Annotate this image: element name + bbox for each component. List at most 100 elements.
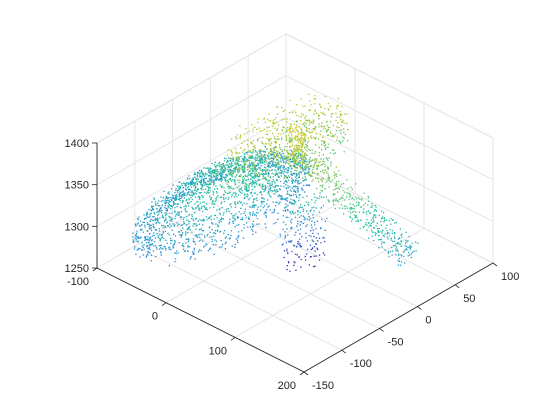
data-point bbox=[365, 211, 367, 213]
data-point bbox=[256, 175, 258, 177]
data-point bbox=[247, 169, 249, 171]
data-point bbox=[213, 169, 215, 171]
data-point bbox=[157, 202, 159, 204]
data-point bbox=[193, 247, 195, 249]
data-point bbox=[153, 232, 155, 234]
data-point bbox=[254, 171, 256, 173]
data-point bbox=[287, 159, 289, 161]
data-point bbox=[292, 185, 295, 188]
data-point bbox=[201, 233, 203, 235]
data-point bbox=[293, 154, 296, 156]
data-point bbox=[183, 250, 186, 252]
data-point bbox=[252, 206, 254, 208]
data-point bbox=[243, 165, 245, 167]
data-point bbox=[198, 208, 200, 210]
data-point bbox=[320, 111, 322, 114]
data-point bbox=[155, 255, 157, 258]
data-point bbox=[205, 177, 207, 179]
data-point bbox=[238, 189, 240, 191]
data-point bbox=[312, 171, 314, 173]
data-point bbox=[313, 255, 315, 257]
data-point bbox=[144, 239, 146, 241]
data-point bbox=[319, 184, 321, 187]
data-point bbox=[252, 170, 254, 172]
data-point bbox=[289, 152, 291, 155]
data-point bbox=[294, 262, 296, 264]
data-point bbox=[260, 205, 262, 207]
data-point bbox=[192, 240, 194, 242]
data-point bbox=[263, 153, 265, 156]
data-point bbox=[258, 184, 260, 186]
data-point bbox=[290, 171, 292, 173]
data-point bbox=[246, 158, 248, 161]
data-point bbox=[244, 214, 247, 217]
data-point bbox=[384, 233, 386, 235]
data-point bbox=[228, 185, 230, 187]
data-point bbox=[234, 180, 236, 182]
data-point bbox=[297, 164, 299, 166]
data-point bbox=[242, 176, 244, 178]
data-point bbox=[204, 181, 206, 183]
data-point bbox=[195, 228, 197, 230]
data-point bbox=[274, 152, 276, 154]
data-point bbox=[338, 188, 341, 190]
data-point bbox=[316, 160, 318, 162]
data-point bbox=[290, 220, 292, 222]
data-point bbox=[250, 193, 252, 195]
data-point bbox=[296, 128, 298, 131]
data-point bbox=[275, 146, 278, 149]
data-point bbox=[159, 208, 161, 210]
data-point bbox=[305, 210, 308, 212]
data-point bbox=[342, 140, 344, 142]
data-point bbox=[269, 195, 271, 197]
data-point bbox=[309, 160, 311, 162]
data-point bbox=[190, 256, 192, 258]
data-point bbox=[377, 231, 379, 234]
data-point bbox=[291, 180, 293, 182]
data-point bbox=[243, 170, 245, 172]
data-point bbox=[254, 167, 256, 169]
data-point bbox=[297, 209, 299, 212]
data-point bbox=[265, 215, 267, 217]
data-point bbox=[293, 152, 295, 154]
data-point bbox=[164, 225, 166, 228]
data-point bbox=[238, 181, 240, 184]
data-point bbox=[255, 173, 257, 175]
data-point bbox=[270, 142, 273, 144]
data-point bbox=[352, 207, 354, 209]
data-point bbox=[227, 208, 229, 210]
data-point bbox=[324, 114, 326, 116]
data-point bbox=[241, 181, 244, 183]
data-point bbox=[254, 156, 257, 158]
data-point bbox=[228, 170, 230, 172]
data-point bbox=[203, 219, 205, 221]
data-point bbox=[286, 228, 288, 230]
data-point bbox=[173, 225, 175, 227]
data-point bbox=[335, 188, 337, 190]
data-point bbox=[389, 228, 391, 231]
data-point bbox=[246, 151, 248, 154]
data-point bbox=[247, 226, 249, 228]
data-point bbox=[306, 167, 308, 169]
data-point bbox=[262, 162, 264, 164]
data-point bbox=[394, 240, 396, 242]
data-point bbox=[144, 224, 146, 226]
data-point bbox=[182, 190, 184, 192]
data-point bbox=[152, 205, 154, 208]
box-edge bbox=[96, 33, 287, 144]
data-point bbox=[334, 152, 336, 154]
data-point bbox=[162, 199, 164, 202]
data-point bbox=[200, 228, 203, 230]
data-point bbox=[301, 206, 303, 208]
data-point bbox=[160, 206, 162, 209]
data-point bbox=[309, 149, 311, 152]
data-point bbox=[240, 201, 243, 203]
data-point bbox=[187, 183, 189, 185]
data-point bbox=[253, 178, 256, 180]
data-point bbox=[209, 187, 211, 189]
data-point bbox=[232, 158, 234, 160]
data-point bbox=[251, 124, 253, 126]
data-point bbox=[201, 230, 203, 232]
data-point bbox=[237, 170, 239, 173]
data-point bbox=[297, 152, 300, 155]
